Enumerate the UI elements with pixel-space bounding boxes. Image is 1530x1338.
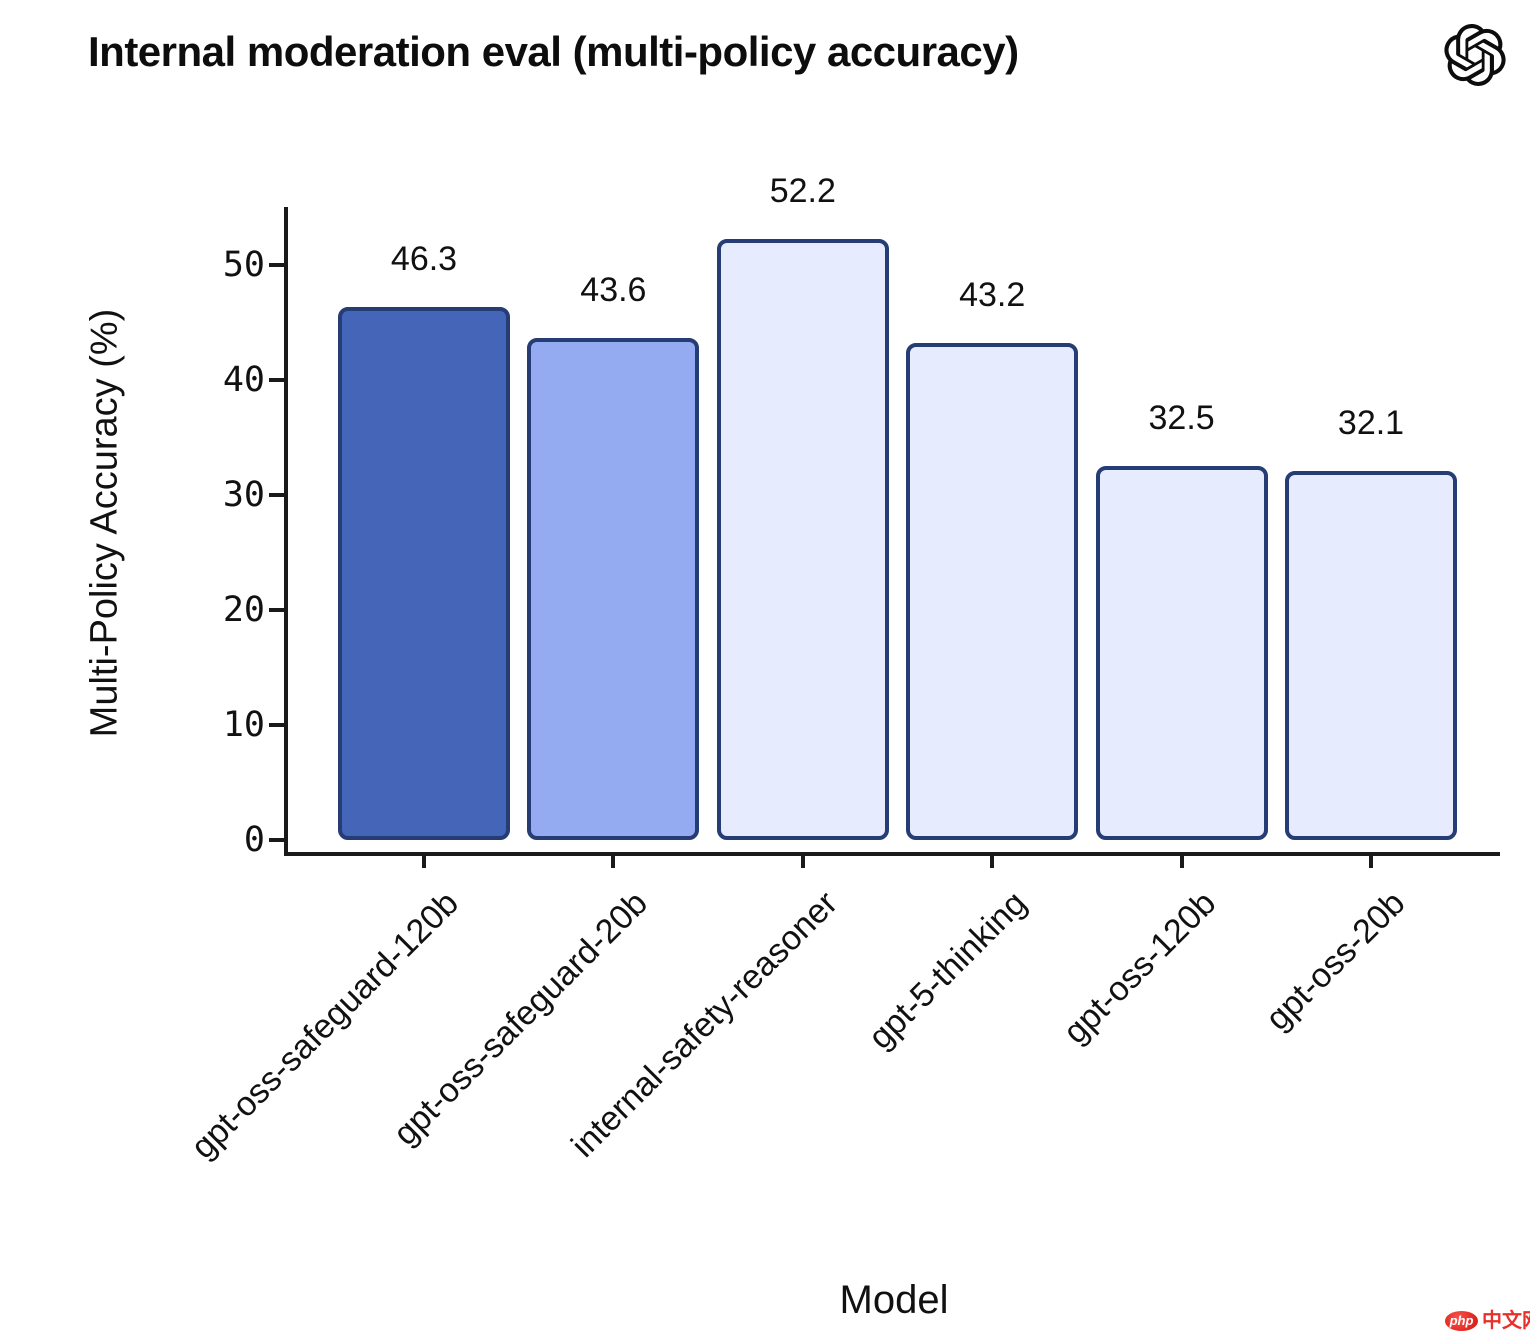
x-tick-label: gpt-5-thinking [861,884,1035,1057]
y-tick [269,377,284,382]
watermark-text: 中文网 [1482,1310,1530,1332]
x-tick [611,854,616,868]
y-tick [269,262,284,267]
y-axis-line [284,207,288,856]
y-tick-label: 20 [222,589,265,630]
bar-gpt-oss-120b [1095,465,1268,840]
value-label: 32.1 [1337,403,1405,442]
value-label: 32.5 [1148,398,1215,437]
x-tick-label: gpt-oss-120b [1056,884,1224,1052]
x-tick [990,854,995,868]
openai-logo-icon [1444,24,1506,86]
bar-gpt-oss-safeguard-120b [338,307,510,840]
chart-title: Internal moderation eval (multi-policy a… [88,28,1019,75]
php-badge-icon: php [1445,1311,1478,1331]
y-tick [269,722,284,727]
y-tick-label: 40 [222,359,265,400]
y-tick [269,492,284,497]
y-tick [269,838,284,842]
value-label: 52.2 [769,172,836,211]
bar-internal-safety-reasoner [716,239,889,840]
x-tick-label: gpt-oss-20b [1259,884,1413,1038]
bar-gpt-oss-safeguard-20b [527,338,700,840]
y-tick [269,607,284,612]
y-tick-label: 10 [222,704,265,745]
x-tick [1179,854,1184,868]
x-tick [1369,854,1373,868]
value-label: 46.3 [390,240,458,279]
bar-gpt-oss-20b [1285,470,1457,840]
y-tick-label: 0 [243,820,265,860]
y-tick-label: 50 [222,244,265,285]
value-label: 43.2 [959,275,1026,314]
x-axis-line [284,852,1500,856]
bar-gpt-5-thinking [906,342,1079,840]
y-tick-label: 30 [222,474,265,515]
x-tick [422,854,426,868]
x-axis-label: Model [839,1278,949,1322]
watermark: php 中文网 [1445,1310,1530,1332]
x-tick [800,854,805,868]
y-axis-label: Multi-Policy Accuracy (%) [83,308,126,738]
value-label: 43.6 [580,271,647,310]
